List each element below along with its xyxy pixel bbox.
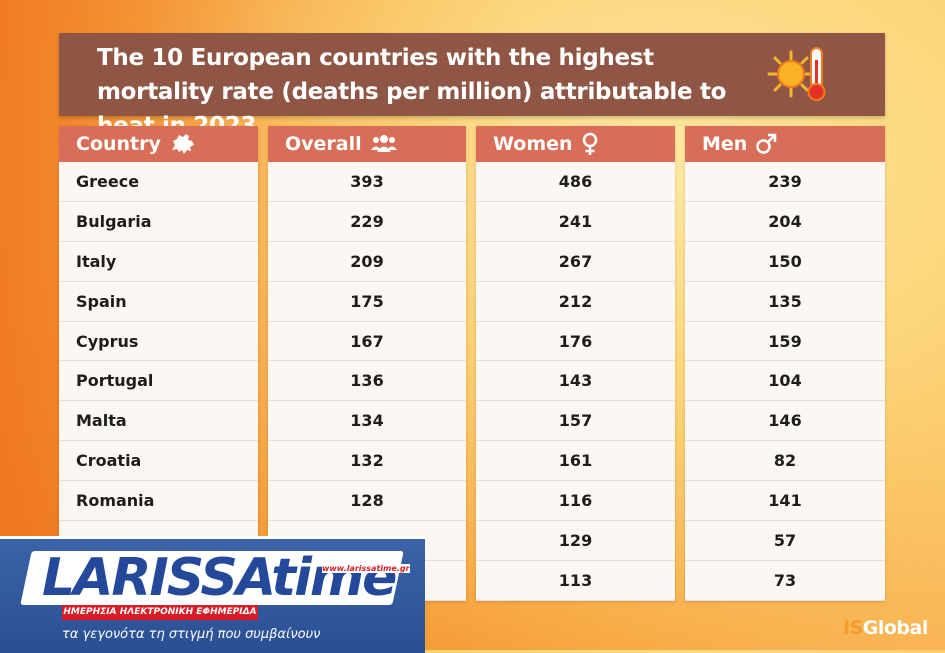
table-cell-women: 176 [476, 322, 675, 362]
table-cell-overall: 209 [268, 242, 466, 282]
larissatime-logo[interactable]: LARISSAtime www.larissatime.gr ΗΜΕΡΗΣΙΑ … [0, 536, 425, 653]
logo-url: www.larissatime.gr [322, 564, 410, 573]
table-cell-women: 113 [476, 561, 675, 601]
table-cell-country: Romania [59, 481, 258, 522]
table-cell-women: 129 [476, 521, 675, 561]
country-column: Country Greece Bulgaria Italy Spain Cypr… [59, 126, 258, 601]
men-column: Men 239 204 150 135 159 104 146 82 141 5… [685, 126, 885, 601]
isglobal-credit-prefix: IS [843, 617, 863, 639]
table-cell-men: 204 [685, 202, 885, 242]
table-cell-country: Italy [59, 242, 258, 282]
table-cell-men: 146 [685, 401, 885, 442]
table-cell-country: Croatia [59, 441, 258, 482]
isglobal-credit: ISGlobal [843, 617, 928, 639]
country-header-label: Country [76, 133, 161, 155]
table-cell-country: Greece [59, 162, 258, 202]
table-cell-men: 104 [685, 361, 885, 402]
female-symbol-icon [582, 132, 597, 155]
table-cell-women: 241 [476, 202, 675, 242]
country-header: Country [59, 126, 258, 162]
table-cell-men: 73 [685, 561, 885, 601]
table-cell-overall: 128 [268, 481, 466, 522]
table-cell-country: Malta [59, 401, 258, 442]
table-cell-men: 239 [685, 162, 885, 202]
overall-header-label: Overall [285, 133, 362, 155]
table-cell-men: 82 [685, 441, 885, 482]
table-cell-women: 157 [476, 401, 675, 442]
table-cell-women: 116 [476, 481, 675, 522]
male-symbol-icon [756, 133, 777, 154]
table-cell-overall: 132 [268, 441, 466, 482]
women-cells: 486 241 267 212 176 143 157 161 116 129 … [476, 162, 675, 601]
table-cell-overall: 393 [268, 162, 466, 202]
group-people-icon [370, 135, 397, 152]
europe-map-icon [171, 134, 194, 154]
logo-tagline: τα γεγονότα τη στιγμή που συμβαίνουν [62, 627, 321, 642]
table-cell-men: 141 [685, 481, 885, 522]
table-cell-men: 57 [685, 521, 885, 561]
overall-column: Overall 393 229 209 175 167 136 134 132 … [268, 126, 466, 601]
table-cell-overall: 175 [268, 282, 466, 322]
table-cell-women: 161 [476, 441, 675, 482]
table-cell-country: Cyprus [59, 322, 258, 362]
overall-cells: 393 229 209 175 167 136 134 132 128 [268, 162, 466, 601]
table-cell-women: 143 [476, 361, 675, 402]
table-cell-country: Spain [59, 282, 258, 322]
women-header: Women [476, 126, 675, 162]
table-cell-country: Bulgaria [59, 202, 258, 242]
table-cell-women: 212 [476, 282, 675, 322]
women-header-label: Women [493, 133, 573, 155]
table-cell-women: 267 [476, 242, 675, 282]
men-header-label: Men [702, 133, 748, 155]
table-cell-men: 159 [685, 322, 885, 362]
sun-thermometer-icon [767, 47, 826, 101]
overall-header: Overall [268, 126, 466, 162]
table-cell-men: 150 [685, 242, 885, 282]
table-cell-men: 135 [685, 282, 885, 322]
men-cells: 239 204 150 135 159 104 146 82 141 57 73 [685, 162, 885, 601]
table-cell-overall: 134 [268, 401, 466, 442]
title-banner: The 10 European countries with the highe… [59, 33, 885, 139]
table-cell-overall: 136 [268, 361, 466, 402]
isglobal-credit-suffix: Global [862, 617, 929, 639]
women-column: Women 486 241 267 212 176 143 157 161 11… [476, 126, 675, 601]
men-header: Men [685, 126, 885, 162]
logo-subtitle: ΗΜΕΡΗΣΙΑ ΗΛΕΚΤΡΟΝΙΚΗ ΕΦΗΜΕΡΙΔΑ [62, 605, 258, 620]
table-cell-overall: 167 [268, 322, 466, 362]
table-cell-women: 486 [476, 162, 675, 202]
table-cell-country: Portugal [59, 361, 258, 402]
table-cell-overall: 229 [268, 202, 466, 242]
country-cells: Greece Bulgaria Italy Spain Cyprus Portu… [59, 162, 258, 601]
page-title: The 10 European countries with the highe… [97, 45, 727, 139]
logo-wordmark: LARISSAtime [42, 548, 397, 608]
